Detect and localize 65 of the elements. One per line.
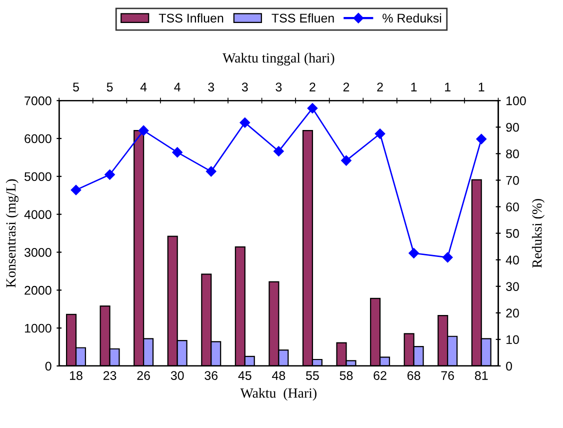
y2-tick-label: 70 — [506, 176, 519, 185]
point — [172, 147, 182, 158]
text: 3 — [276, 82, 282, 92]
x-tick-label: 55 — [306, 371, 319, 380]
x-tick-label: 81 — [474, 371, 488, 380]
x-tick-label: 62 — [374, 371, 386, 380]
y-tick-label: 0 — [45, 362, 52, 371]
legend-label: TSS Efluen — [272, 13, 334, 23]
legend-label: % Reduksi — [382, 13, 442, 23]
text: 2 — [310, 82, 316, 92]
y-axis-title: Konsentrasi (mg/L) — [6, 179, 18, 288]
text: 1 — [445, 82, 450, 92]
point — [374, 128, 386, 139]
text: 4 — [140, 82, 147, 92]
y2-tick-label: 30 — [506, 282, 519, 291]
x-tick-label: 36 — [204, 371, 218, 380]
y-tick-label: 3000 — [24, 248, 52, 257]
y2-tick-label: 100 — [506, 96, 526, 106]
x-tick-label: 23 — [103, 371, 116, 380]
text: 2 — [377, 82, 383, 92]
y2-tick-label: 50 — [506, 229, 519, 238]
y2-axis-title: Reduksi (%) — [532, 198, 545, 268]
point — [70, 184, 82, 196]
x2-axis-title: Waktu tinggal (hari) — [222, 52, 334, 66]
legend-label: TSS Influen — [158, 13, 224, 23]
text: 3 — [208, 82, 214, 92]
y-tick-label: 2000 — [24, 286, 52, 295]
x-tick-label: 30 — [170, 371, 184, 380]
y2-tick-label: 10 — [506, 335, 519, 344]
text: 2 — [343, 82, 350, 92]
y-tick-label: 4000 — [24, 210, 52, 219]
point — [240, 117, 250, 128]
y2-tick-label: 60 — [506, 202, 519, 212]
y2-tick-label: 0 — [506, 362, 512, 371]
y-tick-label: 7000 — [24, 96, 52, 106]
text: 1 — [411, 82, 417, 92]
text: 5 — [73, 82, 79, 92]
y-tick-label: 1000 — [24, 324, 52, 333]
point — [274, 146, 284, 156]
y2-tick-label: 90 — [506, 122, 519, 132]
x-tick-label: 58 — [340, 371, 353, 380]
point — [307, 103, 318, 114]
point — [104, 170, 115, 180]
text: 1 — [478, 82, 484, 92]
point — [408, 248, 419, 258]
point — [206, 166, 216, 177]
y-tick-label: 6000 — [24, 134, 52, 144]
point — [138, 125, 149, 136]
x-tick-label: 26 — [137, 371, 150, 380]
x-tick-label: 45 — [238, 371, 252, 380]
text: 3 — [242, 82, 248, 92]
point — [476, 134, 486, 144]
x-tick-label: 18 — [70, 371, 82, 380]
y2-tick-label: 80 — [506, 149, 519, 158]
y-tick-label: 5000 — [24, 172, 52, 182]
point — [442, 252, 453, 263]
y2-tick-label: 40 — [506, 256, 519, 264]
x-tick-label: 48 — [272, 371, 286, 380]
x-tick-label: 76 — [441, 371, 454, 380]
y2-tick-label: 20 — [506, 308, 519, 318]
text: 4 — [174, 82, 180, 92]
x-axis-title: Waktu (Hari) — [240, 388, 316, 401]
point — [341, 155, 352, 166]
text: 5 — [106, 82, 113, 92]
x-tick-label: 68 — [407, 371, 420, 380]
